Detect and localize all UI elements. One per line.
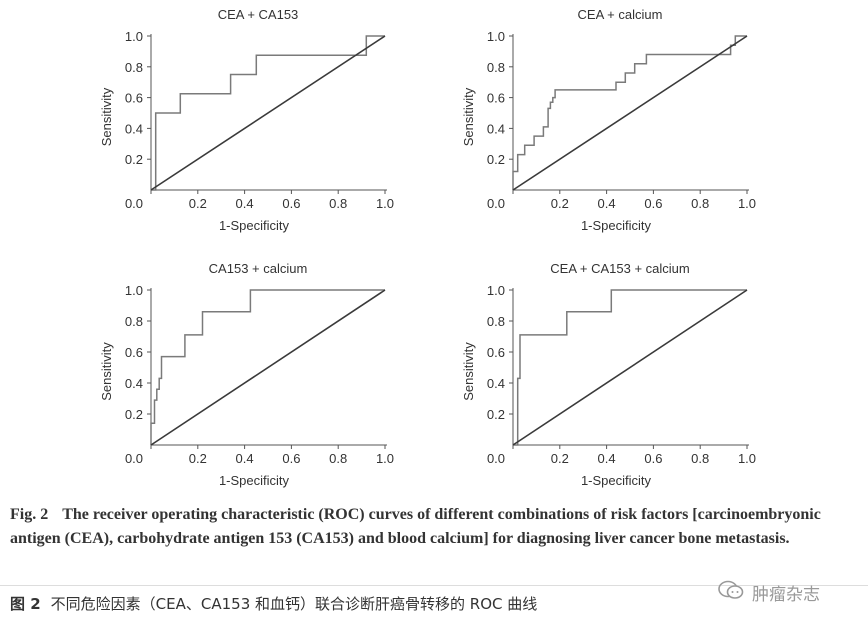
x-axis-label: 1-Specificity — [219, 473, 290, 488]
y-tick-label: 0.6 — [487, 91, 505, 106]
x-axis-label: 1-Specificity — [581, 473, 652, 488]
x-tick-label: 0.4 — [236, 196, 254, 211]
y-tick-label: 0.6 — [125, 91, 143, 106]
y-tick-label: 0.8 — [125, 314, 143, 329]
y-tick-label: 0.6 — [125, 345, 143, 360]
roc-panel-4: CEA + CA153 + calcium 0.0 0.2 0.4 0.6 0.8 1.0 0… — [461, 261, 756, 488]
x-axis-label: 1-Specificity — [219, 218, 290, 233]
x-tick-label: 0.4 — [598, 451, 616, 466]
x-tick-label: 0.8 — [691, 196, 709, 211]
caption-text: The receiver operating characteristic (R… — [10, 506, 821, 547]
roc-curve — [513, 289, 747, 446]
y-tick-label: 1.0 — [487, 29, 505, 44]
y-tick-label: 0.8 — [487, 314, 505, 329]
x-tick-label: 0.0 — [487, 451, 505, 466]
x-tick-label: 0.6 — [282, 196, 300, 211]
x-tick-label: 1.0 — [738, 196, 756, 211]
y-tick-label: 0.2 — [487, 407, 505, 422]
roc-panel-1: CEA + CA153 0.0 0.2 0.4 0.6 0.8 1.0 0.2 0.4 0.6 0.… — [99, 7, 394, 233]
y-tick-label: 0.8 — [125, 60, 143, 75]
x-tick-label: 0.0 — [125, 196, 143, 211]
x-tick-label: 0.2 — [189, 451, 207, 466]
panel-title: CA153 + calcium — [209, 261, 308, 276]
x-tick-label: 0.6 — [282, 451, 300, 466]
x-tick-label: 0.2 — [189, 196, 207, 211]
x-tick-label: 0.0 — [125, 451, 143, 466]
y-axis-label: Sensitivity — [461, 342, 476, 401]
y-tick-label: 1.0 — [125, 283, 143, 298]
panel-title: CEA + calcium — [578, 7, 663, 22]
y-axis-label: Sensitivity — [99, 342, 114, 401]
x-axis-label: 1-Specificity — [581, 218, 652, 233]
reference-diagonal — [150, 35, 386, 191]
x-tick-label: 0.8 — [329, 196, 347, 211]
reference-diagonal — [150, 289, 386, 446]
y-axis-label: Sensitivity — [461, 87, 476, 146]
y-tick-label: 0.8 — [487, 60, 505, 75]
x-tick-label: 0.8 — [691, 451, 709, 466]
figure-caption-chinese: 图 2 不同危险因素（CEA、CA153 和血钙）联合诊断肝癌骨转移的 ROC 曲… — [10, 593, 537, 614]
roc-curve — [512, 35, 747, 190]
x-tick-label: 0.6 — [644, 451, 662, 466]
chat-bubble-icon — [718, 579, 744, 606]
y-tick-label: 1.0 — [125, 29, 143, 44]
roc-figure: CEA + CA153 0.0 0.2 0.4 0.6 0.8 1.0 0.2 0.4 0.6 0.… — [99, 7, 756, 488]
x-tick-label: 0.2 — [551, 451, 569, 466]
panel-title: CEA + CA153 — [218, 7, 299, 22]
caption-divider — [0, 585, 868, 586]
caption-zh-text: 不同危险因素（CEA、CA153 和血钙）联合诊断肝癌骨转移的 ROC 曲线 — [50, 595, 538, 613]
y-tick-label: 0.4 — [125, 121, 143, 136]
y-axis-label: Sensitivity — [99, 87, 114, 146]
y-tick-label: 0.4 — [487, 121, 505, 136]
reference-diagonal — [512, 35, 748, 191]
watermark: 肿瘤杂志 — [718, 578, 820, 606]
y-tick-label: 1.0 — [487, 283, 505, 298]
y-tick-label: 0.2 — [125, 152, 143, 167]
reference-diagonal — [512, 289, 748, 446]
caption-label: Fig. 2 — [10, 506, 49, 523]
figure-caption: Fig. 2 The receiver operating characteris… — [10, 503, 860, 551]
roc-curve — [150, 289, 385, 445]
y-tick-label: 0.2 — [487, 152, 505, 167]
roc-curve — [151, 35, 385, 191]
x-tick-label: 0.4 — [598, 196, 616, 211]
panel-title: CEA + CA153 + calcium — [550, 261, 689, 276]
x-tick-label: 1.0 — [376, 451, 394, 466]
x-tick-label: 1.0 — [376, 196, 394, 211]
x-tick-label: 0.0 — [487, 196, 505, 211]
x-tick-label: 0.6 — [644, 196, 662, 211]
y-tick-label: 0.4 — [487, 376, 505, 391]
x-tick-label: 1.0 — [738, 451, 756, 466]
y-tick-label: 0.6 — [487, 345, 505, 360]
roc-panel-3: CA153 + calcium 0.0 0.2 0.4 0.6 0.8 1.0 0.2 0.4 0… — [99, 261, 394, 488]
x-tick-label: 0.8 — [329, 451, 347, 466]
x-tick-label: 0.4 — [236, 451, 254, 466]
roc-panel-2: CEA + calcium 0.0 0.2 0.4 0.6 0.8 1.0 0.2 0.4 0.6… — [461, 7, 756, 233]
y-tick-label: 0.2 — [125, 407, 143, 422]
watermark-text: 肿瘤杂志 — [752, 584, 820, 605]
y-tick-label: 0.4 — [125, 376, 143, 391]
x-tick-label: 0.2 — [551, 196, 569, 211]
caption-zh-label: 图 2 — [10, 595, 41, 613]
